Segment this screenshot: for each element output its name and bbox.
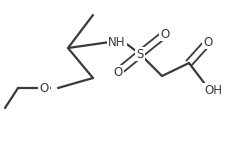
Text: O: O	[203, 36, 213, 48]
Text: O: O	[113, 66, 123, 78]
Text: NH: NH	[108, 36, 126, 48]
Text: O: O	[39, 81, 49, 94]
Text: O: O	[160, 27, 170, 40]
Text: S: S	[136, 48, 144, 60]
Text: OH: OH	[204, 84, 222, 96]
